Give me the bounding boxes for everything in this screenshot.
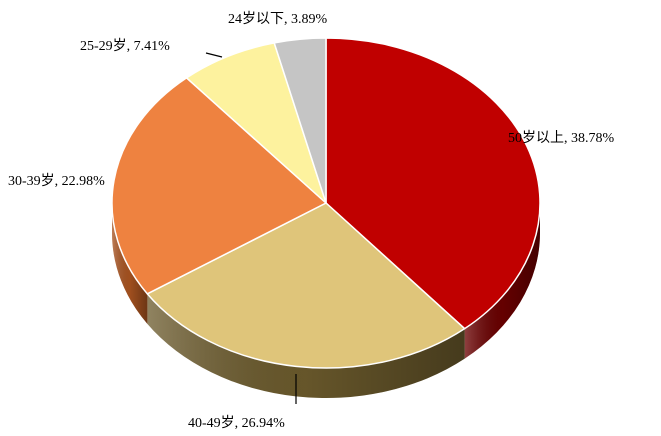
slice-30-39-side-shade bbox=[112, 203, 148, 324]
slice-under24 bbox=[273, 37, 327, 204]
leader-lines bbox=[205, 52, 297, 404]
slice-25-29 bbox=[185, 42, 327, 204]
slice-label-25-29: 25-29岁, 7.41% bbox=[80, 38, 170, 54]
slice-label-40-49: 40-49岁, 26.94% bbox=[188, 415, 285, 431]
slice-labels: 50岁以上, 38.78% 40-49岁, 26.94% 30-39岁, 22.… bbox=[8, 11, 614, 431]
leader-line-25-29 bbox=[205, 52, 223, 58]
slice-40-49 bbox=[146, 202, 466, 369]
slice-label-under24: 24岁以下, 3.89% bbox=[228, 11, 327, 27]
pie-slices bbox=[111, 37, 541, 369]
slice-50plus-side-shade bbox=[464, 203, 540, 359]
slice-30-39 bbox=[111, 77, 327, 295]
slice-40-49-side-shade bbox=[147, 293, 465, 398]
slice-50plus bbox=[325, 37, 541, 330]
slice-label-30-39: 30-39岁, 22.98% bbox=[8, 173, 105, 189]
pie-sides bbox=[112, 203, 540, 398]
slice-label-50plus: 50岁以上, 38.78% bbox=[508, 130, 614, 146]
